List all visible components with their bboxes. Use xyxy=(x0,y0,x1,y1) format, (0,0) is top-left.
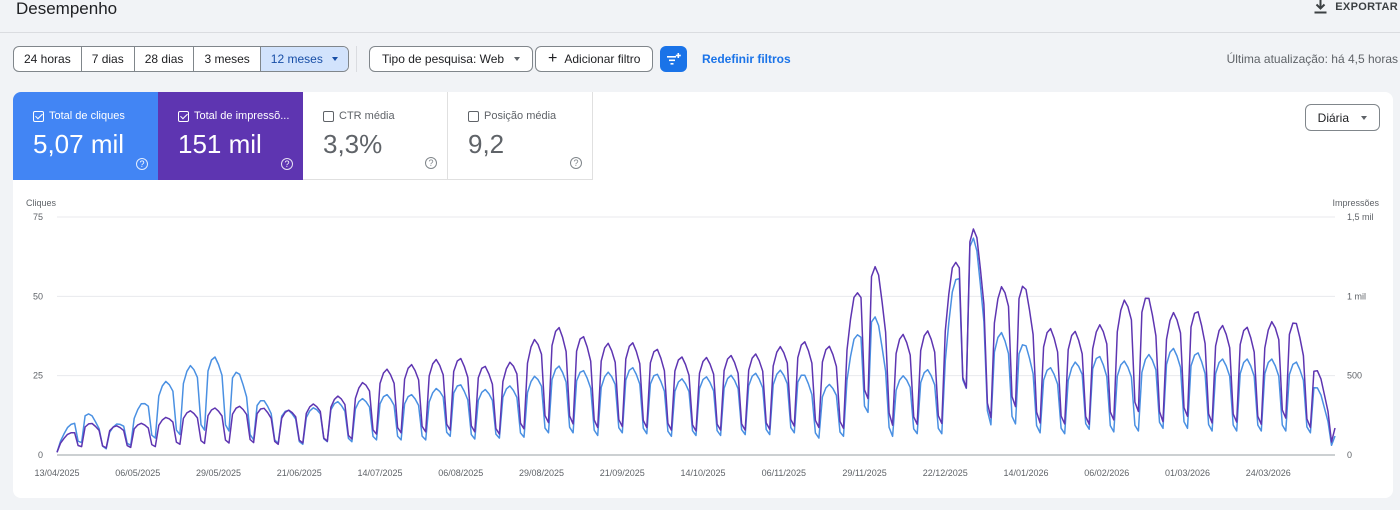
add-filter-button[interactable]: + Adicionar filtro xyxy=(535,46,654,72)
right-axis-title: Impressões xyxy=(1332,198,1379,208)
chevron-down-icon xyxy=(1361,115,1367,120)
checkbox-icon xyxy=(178,110,189,122)
x-tick-label: 29/11/2025 xyxy=(842,468,886,478)
export-label: EXPORTAR xyxy=(1335,1,1398,13)
left-tick-label: 25 xyxy=(33,371,43,381)
x-tick-label: 29/05/2025 xyxy=(196,468,241,478)
metric-value: 5,07 mil xyxy=(33,129,125,159)
range-7d-button[interactable]: 7 dias xyxy=(80,47,134,71)
export-button[interactable]: EXPORTAR xyxy=(1314,0,1398,14)
x-tick-label: 06/02/2026 xyxy=(1084,468,1129,478)
metric-position[interactable]: Posição média 9,2 ? xyxy=(448,92,593,180)
metric-value: 9,2 xyxy=(468,129,505,159)
x-tick-label: 06/11/2025 xyxy=(762,468,806,478)
header-divider xyxy=(0,32,1400,33)
metric-label: CTR média xyxy=(339,110,395,122)
filter-divider xyxy=(356,46,357,72)
chevron-down-icon xyxy=(514,57,521,61)
range-12m-label: 12 meses xyxy=(270,52,323,66)
left-tick-label: 50 xyxy=(33,291,43,301)
left-axis-title: Cliques xyxy=(26,198,57,208)
range-24h-button[interactable]: 24 horas xyxy=(24,52,71,66)
granularity-dropdown[interactable]: Diária xyxy=(1304,104,1380,131)
range-12m-button[interactable]: 12 meses xyxy=(259,47,348,71)
metric-label: Total de cliques xyxy=(49,110,125,122)
x-tick-label: 21/06/2025 xyxy=(277,468,322,478)
x-tick-label: 29/08/2025 xyxy=(519,468,564,478)
add-filter-label: Adicionar filtro xyxy=(564,52,641,66)
metric-value: 3,3% xyxy=(323,129,383,159)
x-tick-label: 21/09/2025 xyxy=(600,468,645,478)
checkbox-icon xyxy=(33,110,44,122)
right-tick-label: 500 xyxy=(1347,371,1362,381)
x-tick-label: 14/07/2025 xyxy=(357,468,402,478)
x-tick-label: 22/12/2025 xyxy=(923,468,968,478)
filter-add-icon xyxy=(666,53,681,65)
series-line-clicks xyxy=(56,237,1336,453)
metric-value: 151 mil xyxy=(178,129,262,159)
metric-clicks[interactable]: Total de cliques 5,07 mil ? xyxy=(13,92,158,180)
help-icon[interactable]: ? xyxy=(281,158,293,170)
x-tick-label: 14/01/2026 xyxy=(1004,468,1049,478)
x-tick-label: 24/03/2026 xyxy=(1246,468,1291,478)
granularity-label: Diária xyxy=(1317,110,1349,125)
page-title: Desempenho xyxy=(16,0,118,18)
x-tick-label: 14/10/2025 xyxy=(680,468,725,478)
search-type-label: Tipo de pesquisa: Web xyxy=(382,52,505,66)
x-tick-label: 01/03/2026 xyxy=(1165,468,1210,478)
x-tick-label: 06/05/2025 xyxy=(115,468,160,478)
performance-chart: Cliques Impressões 75 1,5 mil 50 1 mil 25 500 0 0… xyxy=(26,198,1379,478)
checkbox-icon xyxy=(323,110,334,122)
metric-impressions[interactable]: Total de impressõ... 151 mil ? xyxy=(158,92,303,180)
help-icon[interactable]: ? xyxy=(425,157,437,169)
x-tick-label: 06/08/2025 xyxy=(438,468,483,478)
left-tick-label: 75 xyxy=(33,212,43,222)
series-line-impressions xyxy=(56,228,1336,453)
plus-icon: + xyxy=(548,50,558,67)
metric-label: Total de impressõ... xyxy=(194,110,290,122)
range-28d-button[interactable]: 28 dias xyxy=(133,47,194,71)
metric-label: Posição média xyxy=(484,110,557,122)
right-tick-label: 0 xyxy=(1347,450,1352,460)
range-3m-button[interactable]: 3 meses xyxy=(193,47,259,71)
metric-ctr[interactable]: CTR média 3,3% ? xyxy=(303,92,448,180)
help-icon[interactable]: ? xyxy=(136,158,148,170)
right-tick-label: 1,5 mil xyxy=(1347,212,1374,222)
download-icon xyxy=(1314,0,1327,14)
filter-options-button[interactable] xyxy=(660,46,687,72)
reset-filters-link[interactable]: Redefinir filtros xyxy=(702,52,791,66)
left-tick-label: 0 xyxy=(38,450,43,460)
checkbox-icon xyxy=(468,110,479,122)
right-tick-label: 1 mil xyxy=(1347,291,1366,301)
date-range-selector: 24 horas 7 dias 28 dias 3 meses 12 meses xyxy=(13,46,349,72)
performance-card: Total de cliques 5,07 mil ? Total de imp… xyxy=(13,92,1393,498)
help-icon[interactable]: ? xyxy=(570,157,582,169)
chevron-down-icon xyxy=(331,56,338,61)
search-type-filter[interactable]: Tipo de pesquisa: Web xyxy=(369,46,534,72)
x-tick-label: 13/04/2025 xyxy=(34,468,79,478)
last-update-text: Última atualização: há 4,5 horas xyxy=(1226,52,1398,66)
